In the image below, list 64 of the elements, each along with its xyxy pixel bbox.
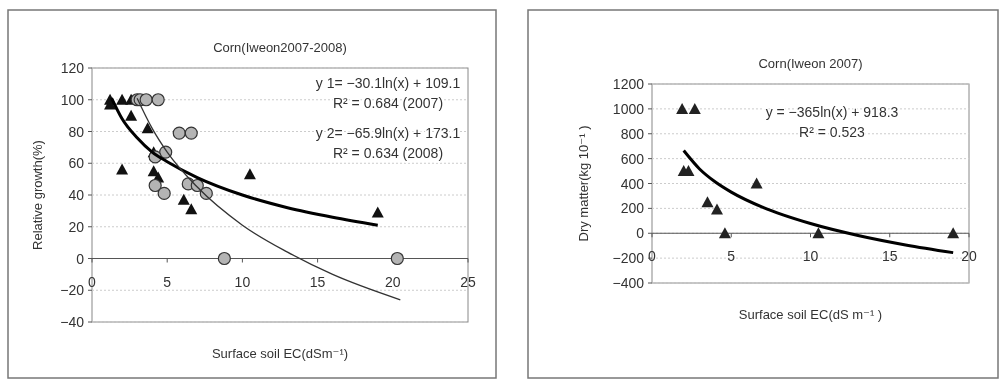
annotation: R² = 0.684 (2007) <box>332 95 444 111</box>
point <box>812 227 825 239</box>
x-axis-title: Surface soil EC(dSm⁻¹) <box>211 346 349 361</box>
point <box>243 168 256 180</box>
point <box>184 126 198 140</box>
point <box>185 203 198 215</box>
chart-title: Corn(Iweon2007-2008) <box>213 40 347 55</box>
x-tick-label: 10 <box>234 273 251 290</box>
annotation: y 1= −30.1ln(x) + 109.1 <box>315 75 461 91</box>
point <box>390 251 404 266</box>
x-tick-label: 20 <box>961 248 977 265</box>
point <box>148 178 162 193</box>
x-tick-label: 5 <box>163 273 172 290</box>
point <box>116 93 129 105</box>
y-tick-label: 0 <box>636 225 645 242</box>
y-tick-label: −40 <box>60 314 85 330</box>
point <box>676 102 689 114</box>
point <box>718 227 731 239</box>
x-tick-label: 15 <box>881 248 898 265</box>
point <box>688 102 701 114</box>
point <box>125 109 138 121</box>
annotation: y 2= −65.9ln(x) + 173.1 <box>315 125 461 141</box>
x-tick-label: 0 <box>648 248 657 265</box>
point <box>947 227 960 239</box>
y-tick-label: 600 <box>620 150 645 167</box>
y-tick-label: 200 <box>620 200 645 217</box>
chart-title: Corn(Iweon 2007) <box>758 56 863 71</box>
point <box>750 177 763 189</box>
y-tick-label: −20 <box>60 282 85 299</box>
y-tick-label: −400 <box>612 275 645 291</box>
annotation: R² = 0.634 (2008) <box>332 145 444 161</box>
point <box>371 206 384 218</box>
point <box>116 163 129 175</box>
x-tick-label: 5 <box>727 248 736 265</box>
y-tick-label: 1200 <box>612 76 645 92</box>
point <box>141 122 154 134</box>
y-tick-label: 100 <box>60 91 85 108</box>
y-tick-label: 400 <box>620 175 645 192</box>
point <box>217 251 231 266</box>
point <box>157 186 171 201</box>
point <box>177 193 190 205</box>
y-tick-label: 120 <box>60 60 85 76</box>
y-tick-label: −200 <box>612 250 645 267</box>
x-tick-label: 20 <box>385 273 401 290</box>
point <box>139 93 153 107</box>
annotation: y = −365ln(x) + 918.3 <box>765 104 899 120</box>
x-tick-label: 15 <box>309 273 326 290</box>
y-axis-title: Dry matter(kg 10⁻¹ ) <box>576 125 591 242</box>
y-tick-label: 40 <box>68 187 85 203</box>
y-tick-label: 1000 <box>612 100 645 117</box>
y-axis-title: Relative growth(%) <box>30 140 45 250</box>
x-tick-label: 10 <box>802 248 819 265</box>
y-tick-label: 800 <box>620 125 645 142</box>
x-axis-title: Surface soil EC(dS m⁻¹ ) <box>738 307 883 322</box>
x-tick-label: 0 <box>88 273 97 290</box>
point <box>172 126 186 140</box>
annotation: R² = 0.523 <box>799 124 866 140</box>
y-tick-label: 20 <box>68 218 85 235</box>
x-tick-label: 25 <box>460 273 476 290</box>
point <box>151 93 165 107</box>
point <box>701 196 714 208</box>
y-tick-label: 80 <box>68 123 85 140</box>
point <box>710 203 723 215</box>
y-tick-label: 60 <box>68 155 85 172</box>
